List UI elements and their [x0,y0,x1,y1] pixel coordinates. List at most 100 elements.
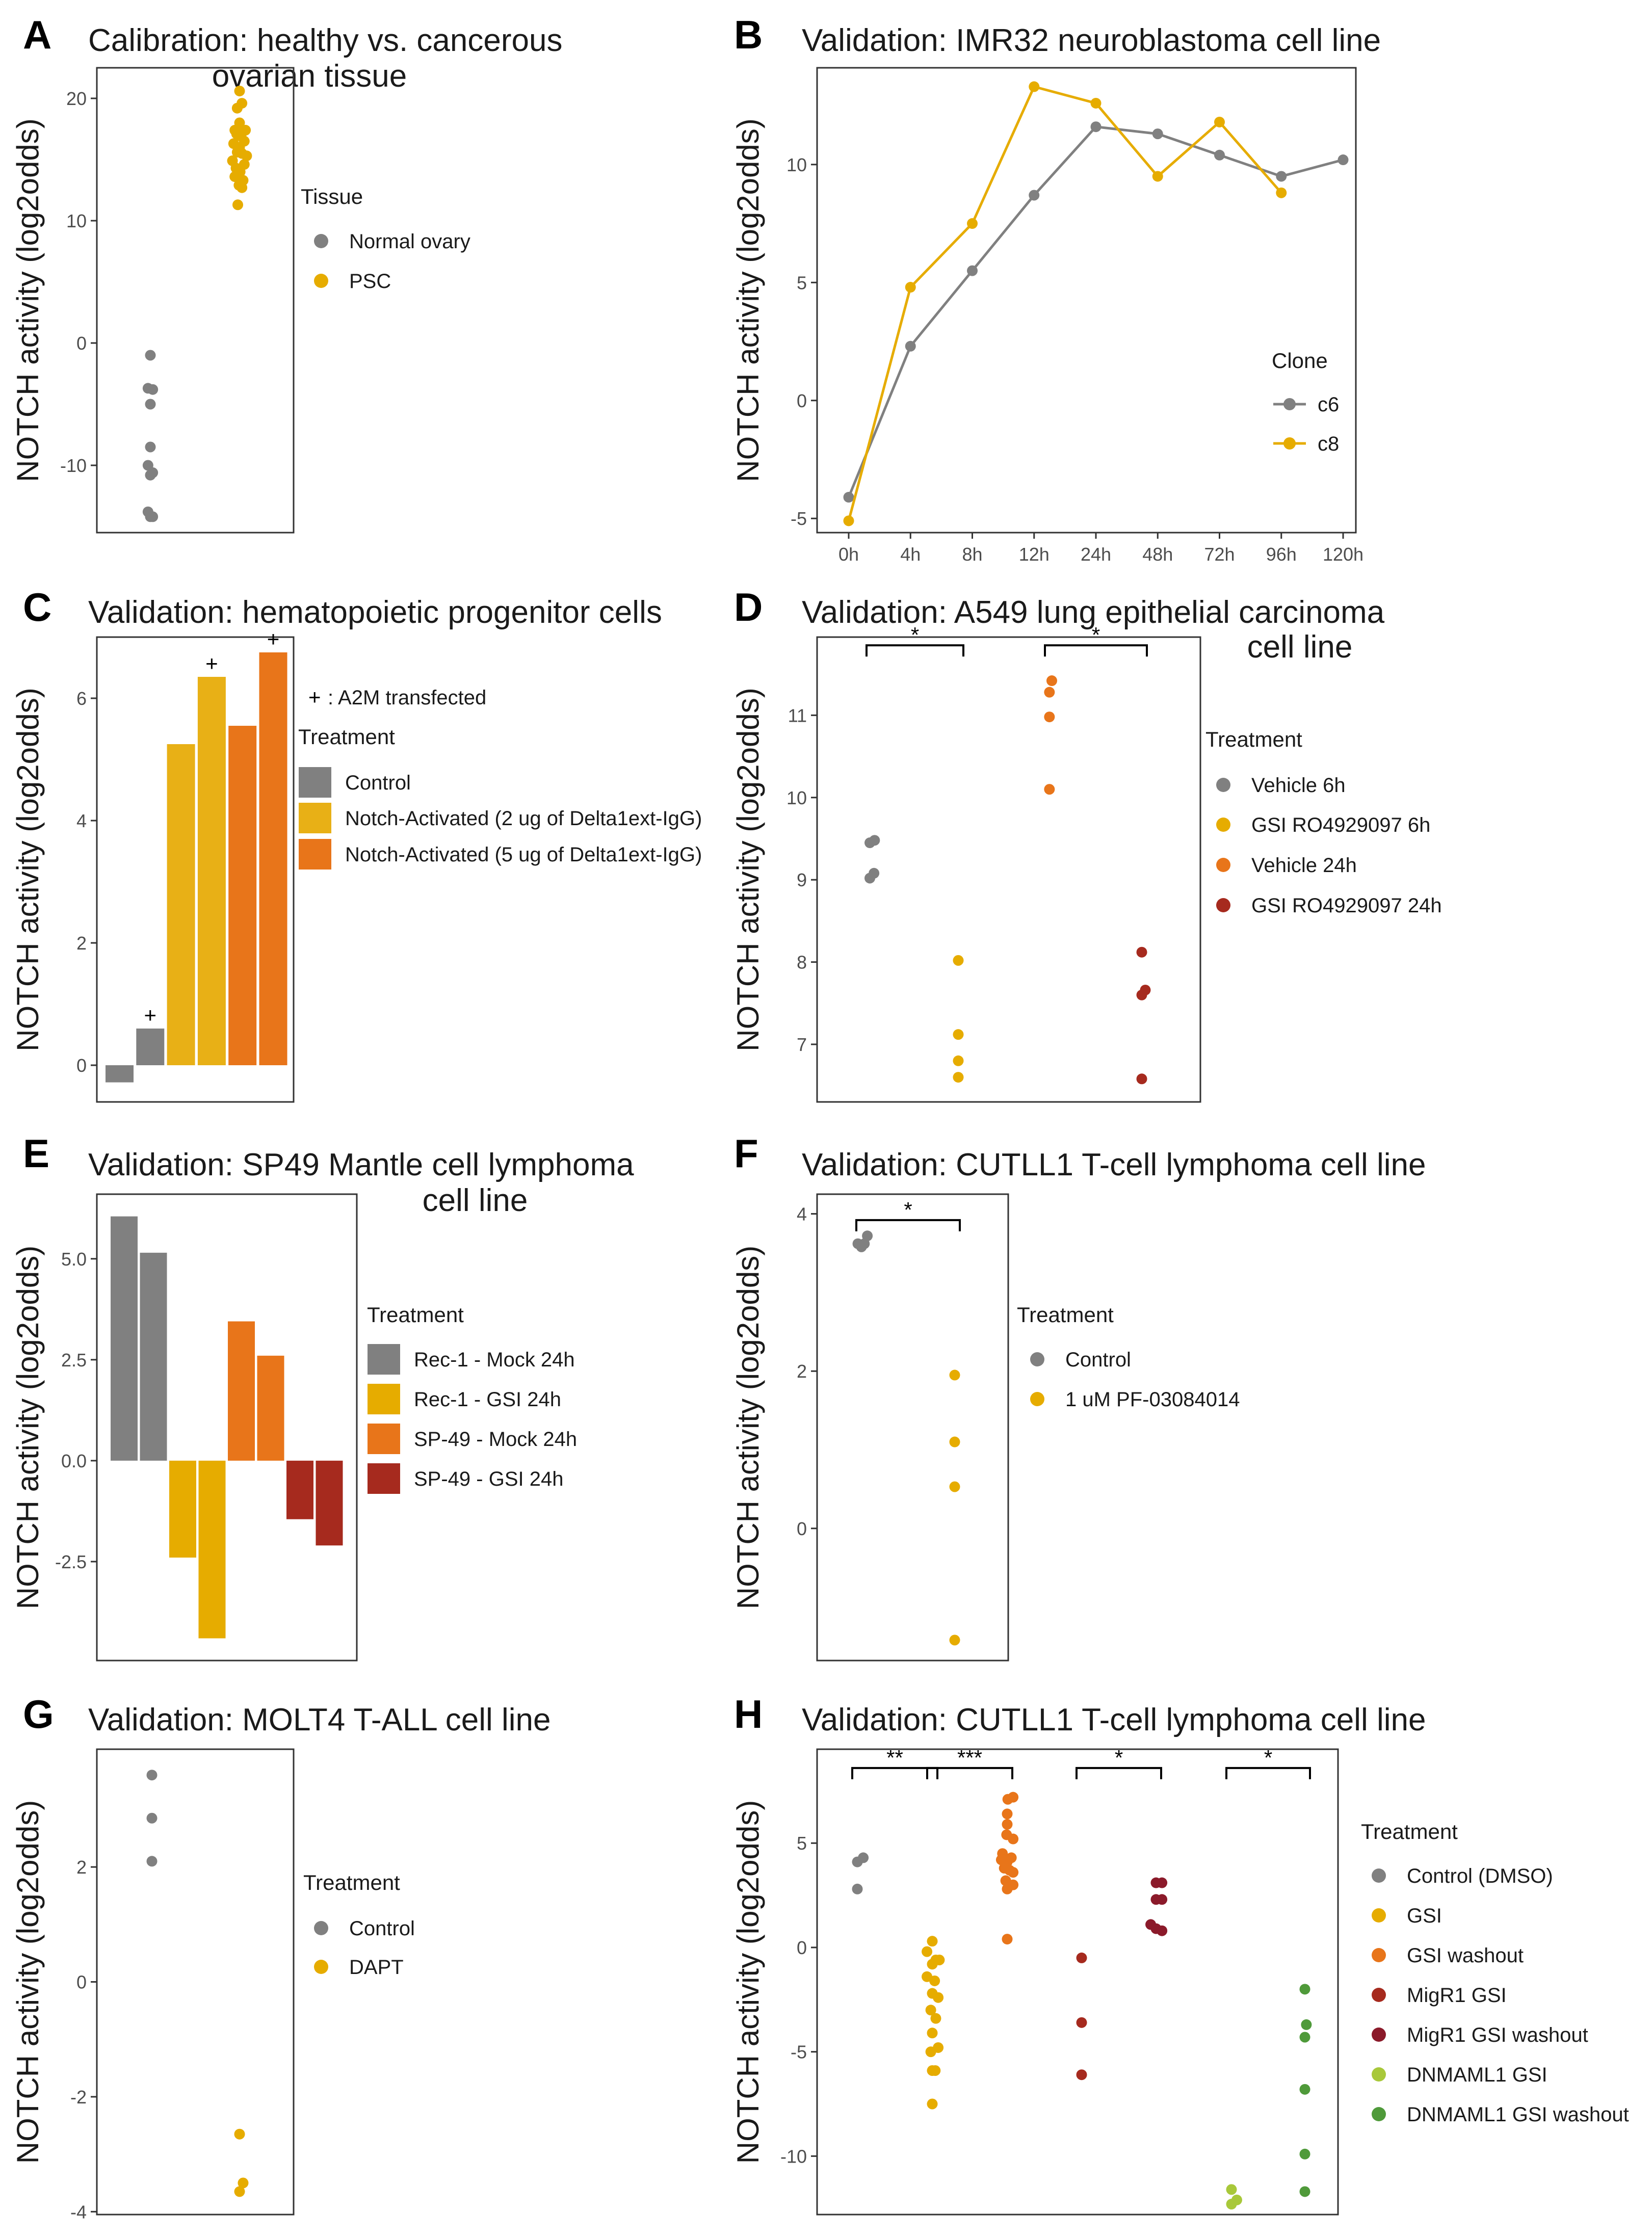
legend-label: Control [345,772,411,794]
y-tick-label: 11 [788,705,807,726]
data-point [927,2098,938,2110]
bar-plus-marker: + [205,651,218,675]
y-tick-label: 7 [797,1034,807,1055]
plot-frame [96,67,295,534]
series-point [967,265,978,276]
series-point [905,340,916,352]
y-tick-label: 0 [76,1972,87,1993]
legend-key [1216,858,1230,872]
panel-g: G Validation: MOLT4 T-ALL cell line NOTCH … [11,1692,550,2222]
plot-frame [816,67,1357,534]
bar [228,1321,255,1461]
series-point [967,218,978,229]
data-point [1008,1867,1019,1878]
legend-label: Normal ovary [349,230,470,253]
panel-title-line2: ovarian tissue [212,59,407,94]
series-point [905,282,916,293]
y-tick-label: -5 [791,2042,807,2063]
y-axis-title: NOTCH activity (log2odds) [731,1246,765,1610]
legend-label: 1 uM PF-03084014 [1065,1388,1240,1411]
legend-note: : A2M transfected [328,687,486,709]
bar [286,1460,313,1519]
y-axis-title: NOTCH activity (log2odds) [731,688,765,1051]
data-point [234,2128,245,2140]
y-tick-label: 0 [797,1937,807,1958]
legend-key [1372,2107,1386,2121]
data-point [933,1992,944,2003]
legend-title: Treatment [367,1303,464,1327]
legend-title: Clone [1272,349,1328,373]
significance-bracket [855,1219,961,1231]
legend-key [1372,1868,1386,1883]
data-point [237,182,248,193]
data-point [146,1770,158,1781]
data-point [953,1055,964,1066]
data-point [949,1370,960,1381]
y-axis-title: NOTCH activity (log2odds) [11,1246,45,1610]
bar [197,677,226,1065]
legend: Treatment Vehicle 6h GSI RO4929097 6h Vehic… [1205,727,1442,917]
data-point [1226,2184,1237,2195]
legend-label: MigR1 GSI washout [1407,2024,1588,2046]
bar [316,1460,343,1546]
bar [167,744,195,1065]
data-point [229,171,241,182]
y-tick-label: 5 [797,1833,807,1854]
data-point [232,199,244,210]
y-tick-label: 10 [66,210,87,231]
panel-title: Validation: MOLT4 T-ALL cell line [88,1702,550,1737]
legend-label: Rec-1 - Mock 24h [414,1349,575,1371]
bar [136,1029,165,1065]
legend-label: Rec-1 - GSI 24h [414,1388,561,1411]
legend: Treatment Control 1 uM PF-03084014 [1017,1303,1240,1411]
data-point [1002,1819,1013,1830]
panel-title: Validation: CUTLL1 T-cell lymphoma cell … [802,1702,1426,1737]
y-tick-label: 5 [797,272,807,293]
legend-label: Control (DMSO) [1407,1865,1553,1887]
data-point [927,1936,938,1947]
y-tick-label: -10 [780,2146,807,2167]
legend-key [1372,2067,1386,2082]
series-point [1276,187,1287,198]
y-tick-label: 5.0 [61,1249,87,1270]
legend-key [368,1344,400,1375]
y-axis-title: NOTCH activity (log2odds) [731,1800,765,2164]
significance-label: * [1264,1746,1272,1770]
legend-label: Control [349,1917,415,1940]
data-point [146,1812,158,1824]
legend-title: Treatment [1205,727,1302,751]
panel-a: A Calibration: healthy vs. cancerousovari… [11,12,562,534]
data-point [1157,1894,1168,1905]
data-point [929,1975,940,1986]
data-point [953,955,964,966]
panel-letter: H [734,1692,763,1736]
panel-f: F Validation: CUTLL1 T-cell lymphoma cell… [731,1131,1426,1662]
panel-b: B Validation: IMR32 neuroblastoma cell li… [731,12,1381,565]
data-point [953,1072,964,1083]
x-tick-label: 96h [1266,544,1297,565]
legend-label: Notch-Activated (5 ug of Delta1ext-IgG) [345,844,702,866]
data-point [1046,675,1057,687]
panel-letter: B [734,12,763,57]
legend-key [1216,778,1230,792]
y-tick-label: 0 [76,1055,87,1076]
bar [259,652,287,1065]
legend-title: Tissue [301,185,363,208]
significance-bracket [1225,1767,1311,1779]
plot-frame [96,1193,358,1662]
significance-bracket [1044,644,1148,657]
legend-label: c8 [1318,433,1339,455]
bar [257,1355,284,1461]
data-point [145,399,156,410]
legend-key [1216,818,1230,832]
data-point [1008,1792,1019,1803]
legend: Treatment Rec-1 - Mock 24h Rec-1 - GSI 24h… [367,1303,577,1494]
legend: Treatment Control (DMSO) GSI GSI washout Mig… [1361,1820,1629,2126]
series-point [1090,121,1102,133]
legend: Clone c6 c8 [1272,349,1339,455]
data-point [1044,784,1055,795]
legend-key [314,1960,328,1974]
legend-key [1372,1948,1386,1962]
bar [111,1216,138,1461]
legend-key [1283,398,1296,410]
